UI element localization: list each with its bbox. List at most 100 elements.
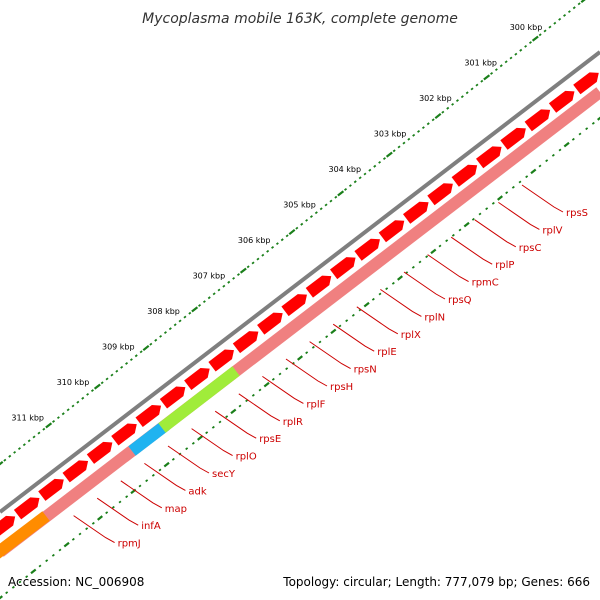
minor-tick xyxy=(275,242,279,246)
minor-tick xyxy=(545,159,549,163)
minor-tick xyxy=(548,25,552,29)
minor-tick xyxy=(378,292,382,296)
minor-tick xyxy=(86,392,90,396)
minor-tick xyxy=(368,168,372,172)
minor-tick xyxy=(558,148,562,152)
minor-tick xyxy=(563,13,567,17)
minor-tick xyxy=(66,408,70,412)
minor-tick xyxy=(58,548,62,552)
minor-tick xyxy=(178,319,182,323)
major-tick xyxy=(191,306,199,313)
minor-tick xyxy=(353,180,357,184)
major-tick xyxy=(596,116,600,121)
minor-tick xyxy=(188,311,192,315)
minor-tick xyxy=(134,354,138,358)
minor-tick xyxy=(567,10,571,14)
gene-leader-line xyxy=(521,184,564,213)
accession-text: Accession: NC_006908 xyxy=(8,575,144,589)
gene-label: rpsH xyxy=(330,382,353,393)
cds-arrow xyxy=(378,220,405,243)
gene-leader-line xyxy=(403,271,446,300)
minor-tick xyxy=(271,245,275,249)
minor-tick xyxy=(168,327,172,331)
minor-tick xyxy=(319,207,323,211)
minor-tick xyxy=(518,180,522,184)
minor-tick xyxy=(191,441,195,445)
minor-tick xyxy=(318,340,322,344)
major-tick xyxy=(0,595,4,600)
minor-tick xyxy=(17,447,21,451)
minor-tick xyxy=(236,273,240,277)
minor-tick xyxy=(425,255,429,259)
minor-tick xyxy=(115,369,119,373)
minor-tick xyxy=(85,527,89,531)
minor-tick xyxy=(572,6,576,10)
kbp-labels: 300 kbp 301 kbp 302 kbp 303 kbp 304 kbp 305 k… xyxy=(11,23,542,423)
minor-tick xyxy=(280,238,284,242)
minor-tick xyxy=(309,215,313,219)
minor-tick xyxy=(81,396,85,400)
gene-leader-line xyxy=(96,497,139,526)
minor-tick xyxy=(418,260,422,264)
minor-tick xyxy=(105,377,109,381)
cds-arrow xyxy=(111,423,137,446)
minor-tick xyxy=(305,351,309,355)
gene-leader-line xyxy=(356,306,399,335)
minor-tick xyxy=(431,118,435,122)
gene-label: rpmC xyxy=(472,278,499,289)
minor-tick xyxy=(505,191,509,195)
minor-tick xyxy=(111,505,115,509)
major-tick xyxy=(30,568,37,575)
gene-label: rpsC xyxy=(519,243,542,254)
minor-tick xyxy=(426,122,430,126)
major-tick xyxy=(563,141,570,148)
gene-leader-line xyxy=(167,445,210,474)
minor-tick xyxy=(305,218,309,222)
minor-tick xyxy=(171,457,175,461)
gene-leader-line xyxy=(474,219,517,248)
minor-tick xyxy=(3,458,7,462)
kbp-label: 306 kbp xyxy=(238,236,271,245)
minor-tick xyxy=(105,511,109,515)
gene-leader-line xyxy=(191,428,233,457)
minor-tick xyxy=(202,300,206,304)
minor-tick xyxy=(198,303,202,307)
minor-tick xyxy=(151,473,155,477)
minor-tick xyxy=(458,228,462,232)
minor-tick xyxy=(218,420,222,424)
major-tick xyxy=(396,275,404,281)
minor-tick xyxy=(18,580,22,584)
kbp-label: 303 kbp xyxy=(374,130,407,139)
minor-tick xyxy=(325,335,329,339)
minor-tick xyxy=(524,44,528,48)
minor-tick xyxy=(351,313,355,317)
major-tick xyxy=(434,112,442,120)
gene-label: rplF xyxy=(306,399,325,410)
major-tick xyxy=(45,422,53,429)
kbp-label: 301 kbp xyxy=(464,59,497,68)
minor-tick xyxy=(183,315,187,319)
minor-tick xyxy=(52,419,56,423)
kbp-label: 310 kbp xyxy=(57,378,90,387)
minor-tick xyxy=(125,361,129,365)
minor-tick xyxy=(378,160,382,164)
minor-tick xyxy=(76,400,80,404)
major-tick xyxy=(96,515,104,521)
cds-arrow xyxy=(451,164,478,187)
minor-tick xyxy=(543,29,547,33)
minor-tick xyxy=(471,217,475,221)
minor-tick xyxy=(278,372,282,376)
gene-label: rplR xyxy=(283,417,303,428)
kbp-label: 304 kbp xyxy=(328,165,361,174)
minor-tick xyxy=(348,184,352,188)
minor-tick xyxy=(222,284,226,288)
gene-leader-line xyxy=(238,393,281,422)
minor-tick xyxy=(125,495,129,499)
minor-tick xyxy=(13,450,17,454)
minor-tick xyxy=(338,324,342,328)
minor-tick xyxy=(5,591,9,595)
minor-tick xyxy=(232,276,236,280)
cds-arrow xyxy=(330,257,356,280)
minor-tick xyxy=(494,68,498,72)
